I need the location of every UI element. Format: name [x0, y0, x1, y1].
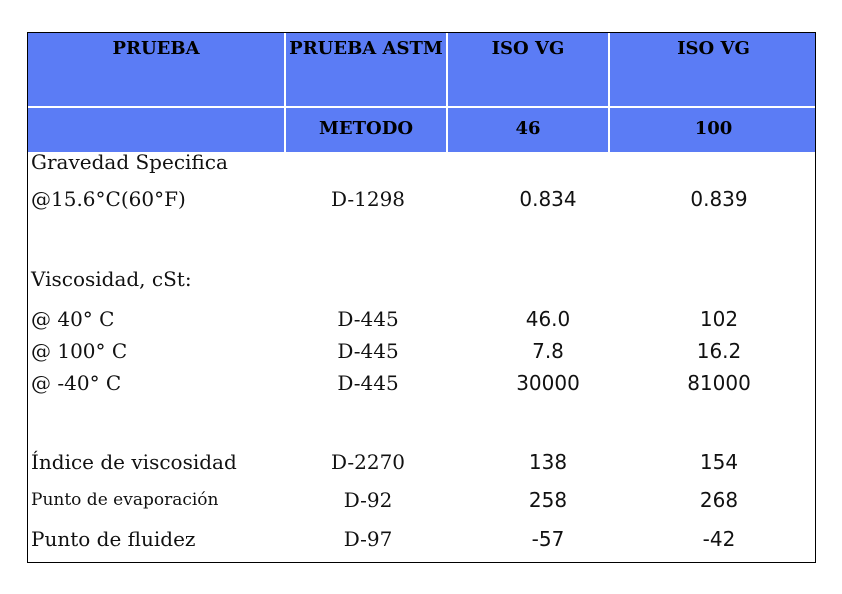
header-metodo: METODO	[318, 118, 413, 139]
column-divider	[608, 33, 610, 152]
row-method: D-1298	[330, 187, 406, 211]
row-label: @ 40° C	[31, 307, 115, 331]
header-grade-100: 100	[694, 118, 733, 139]
row-method: D-2270	[330, 450, 406, 474]
row-value-vg100: 154	[699, 450, 739, 474]
row-value-vg46: 46.0	[525, 307, 571, 331]
row-label: Punto de fluidez	[31, 527, 196, 551]
row-method: D-445	[337, 371, 399, 395]
header-divider	[28, 106, 815, 108]
header-prueba-astm: PRUEBA ASTM	[289, 38, 443, 59]
row-value-vg100: 81000	[687, 371, 751, 395]
row-value-vg100: 268	[699, 488, 739, 512]
row-label: Punto de evaporación	[31, 490, 219, 510]
row-value-vg46: 0.834	[519, 187, 577, 211]
row-method: D-97	[343, 527, 393, 551]
row-value-vg46: -57	[531, 527, 565, 551]
row-value-vg100: 16.2	[696, 339, 742, 363]
specs-table: PRUEBA PRUEBA ASTM ISO VG ISO VG METODO …	[27, 32, 816, 563]
row-method: D-445	[337, 307, 399, 331]
row-value-vg46: 258	[528, 488, 568, 512]
row-label: @ 100° C	[31, 339, 128, 363]
header-iso-vg-46: ISO VG	[491, 38, 565, 59]
header-row-1	[28, 33, 815, 106]
header-prueba: PRUEBA	[112, 38, 200, 59]
row-label: Viscosidad, cSt:	[31, 267, 192, 291]
row-value-vg100: 102	[699, 307, 739, 331]
row-value-vg100: -42	[702, 527, 736, 551]
row-label: @ -40° C	[31, 371, 122, 395]
row-label: @15.6°C(60°F)	[31, 187, 186, 211]
row-method: D-92	[343, 488, 393, 512]
header-grade-46: 46	[515, 118, 541, 139]
row-label: Gravedad Specifica	[31, 150, 228, 174]
column-divider	[284, 33, 286, 152]
row-value-vg100: 0.839	[690, 187, 748, 211]
row-method: D-445	[337, 339, 399, 363]
row-label: Índice de viscosidad	[31, 450, 237, 474]
row-value-vg46: 138	[528, 450, 568, 474]
column-divider	[446, 33, 448, 152]
row-value-vg46: 7.8	[532, 339, 564, 363]
header-iso-vg-100: ISO VG	[677, 38, 750, 59]
header-row-2	[28, 108, 815, 152]
row-value-vg46: 30000	[516, 371, 580, 395]
